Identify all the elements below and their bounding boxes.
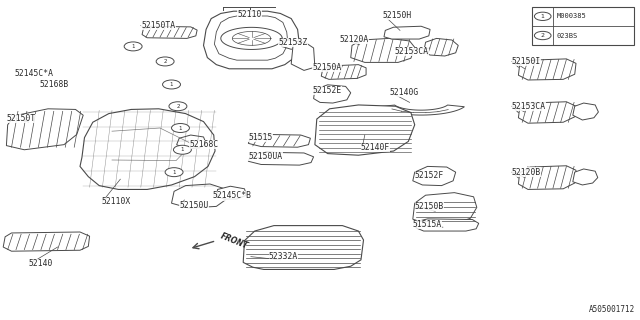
- Text: 1: 1: [179, 125, 182, 131]
- Text: 52168B: 52168B: [40, 80, 69, 89]
- Polygon shape: [291, 42, 315, 70]
- Text: 51515A: 51515A: [412, 220, 442, 229]
- Polygon shape: [518, 166, 576, 189]
- Polygon shape: [573, 103, 598, 120]
- Text: 52150U: 52150U: [179, 201, 209, 210]
- Polygon shape: [177, 135, 206, 149]
- Circle shape: [534, 31, 551, 40]
- Text: FRONT: FRONT: [219, 232, 250, 251]
- Text: 52145C*A: 52145C*A: [14, 69, 53, 78]
- Text: 1: 1: [170, 82, 173, 87]
- Text: 023BS: 023BS: [557, 33, 578, 38]
- Polygon shape: [314, 85, 351, 103]
- Polygon shape: [248, 134, 310, 147]
- Polygon shape: [424, 38, 458, 56]
- Text: 1: 1: [172, 170, 176, 175]
- Polygon shape: [384, 26, 430, 39]
- Polygon shape: [378, 105, 465, 115]
- Polygon shape: [413, 166, 456, 186]
- Text: 52150TA: 52150TA: [141, 21, 176, 30]
- Text: 52140F: 52140F: [361, 143, 390, 152]
- Text: 52150B: 52150B: [415, 202, 444, 211]
- Circle shape: [172, 124, 189, 132]
- Text: 52145C*B: 52145C*B: [212, 191, 252, 200]
- Polygon shape: [416, 219, 479, 231]
- Circle shape: [165, 168, 183, 177]
- Text: 52150A: 52150A: [312, 63, 342, 72]
- Polygon shape: [573, 169, 598, 185]
- Circle shape: [534, 12, 551, 20]
- Text: 52140: 52140: [28, 260, 52, 268]
- Text: 52168C: 52168C: [189, 140, 219, 149]
- Polygon shape: [413, 193, 477, 224]
- Polygon shape: [248, 152, 314, 165]
- Text: 2: 2: [541, 33, 545, 38]
- Polygon shape: [80, 109, 215, 189]
- Polygon shape: [216, 186, 246, 199]
- Text: 1: 1: [180, 147, 184, 152]
- Polygon shape: [6, 109, 83, 150]
- Text: 52153CA: 52153CA: [394, 47, 428, 56]
- FancyBboxPatch shape: [532, 7, 634, 45]
- Text: 2: 2: [176, 104, 180, 109]
- Polygon shape: [243, 226, 364, 269]
- Circle shape: [163, 80, 180, 89]
- Text: 52110: 52110: [237, 10, 262, 19]
- Polygon shape: [172, 184, 225, 208]
- Polygon shape: [142, 26, 197, 38]
- Polygon shape: [214, 16, 288, 60]
- Text: M000385: M000385: [557, 13, 586, 19]
- Polygon shape: [518, 102, 576, 123]
- Text: 52120B: 52120B: [512, 168, 541, 177]
- Text: 1: 1: [131, 44, 135, 49]
- Circle shape: [124, 42, 142, 51]
- Text: 52153CA: 52153CA: [512, 102, 546, 111]
- Polygon shape: [321, 65, 366, 79]
- Text: 52150I: 52150I: [512, 57, 541, 66]
- Text: 52120A: 52120A: [339, 35, 369, 44]
- Text: 52140G: 52140G: [389, 88, 419, 97]
- Text: 52110X: 52110X: [101, 197, 131, 206]
- Polygon shape: [351, 38, 415, 62]
- Circle shape: [169, 102, 187, 111]
- Polygon shape: [518, 59, 576, 80]
- Text: 52152E: 52152E: [312, 86, 342, 95]
- Polygon shape: [204, 11, 300, 69]
- Text: 52152F: 52152F: [415, 171, 444, 180]
- Text: 52153Z: 52153Z: [278, 38, 308, 47]
- Circle shape: [156, 57, 174, 66]
- Circle shape: [173, 145, 191, 154]
- Polygon shape: [315, 105, 415, 155]
- Text: 52150UA: 52150UA: [248, 152, 282, 161]
- Text: A505001712: A505001712: [589, 305, 635, 314]
- Text: 2: 2: [163, 59, 167, 64]
- Text: 52150T: 52150T: [6, 114, 36, 123]
- Text: 51515: 51515: [248, 133, 273, 142]
- Text: 52332A: 52332A: [269, 252, 298, 261]
- Text: 52150H: 52150H: [383, 11, 412, 20]
- Text: 1: 1: [541, 14, 545, 19]
- Polygon shape: [3, 232, 90, 251]
- Polygon shape: [282, 40, 301, 49]
